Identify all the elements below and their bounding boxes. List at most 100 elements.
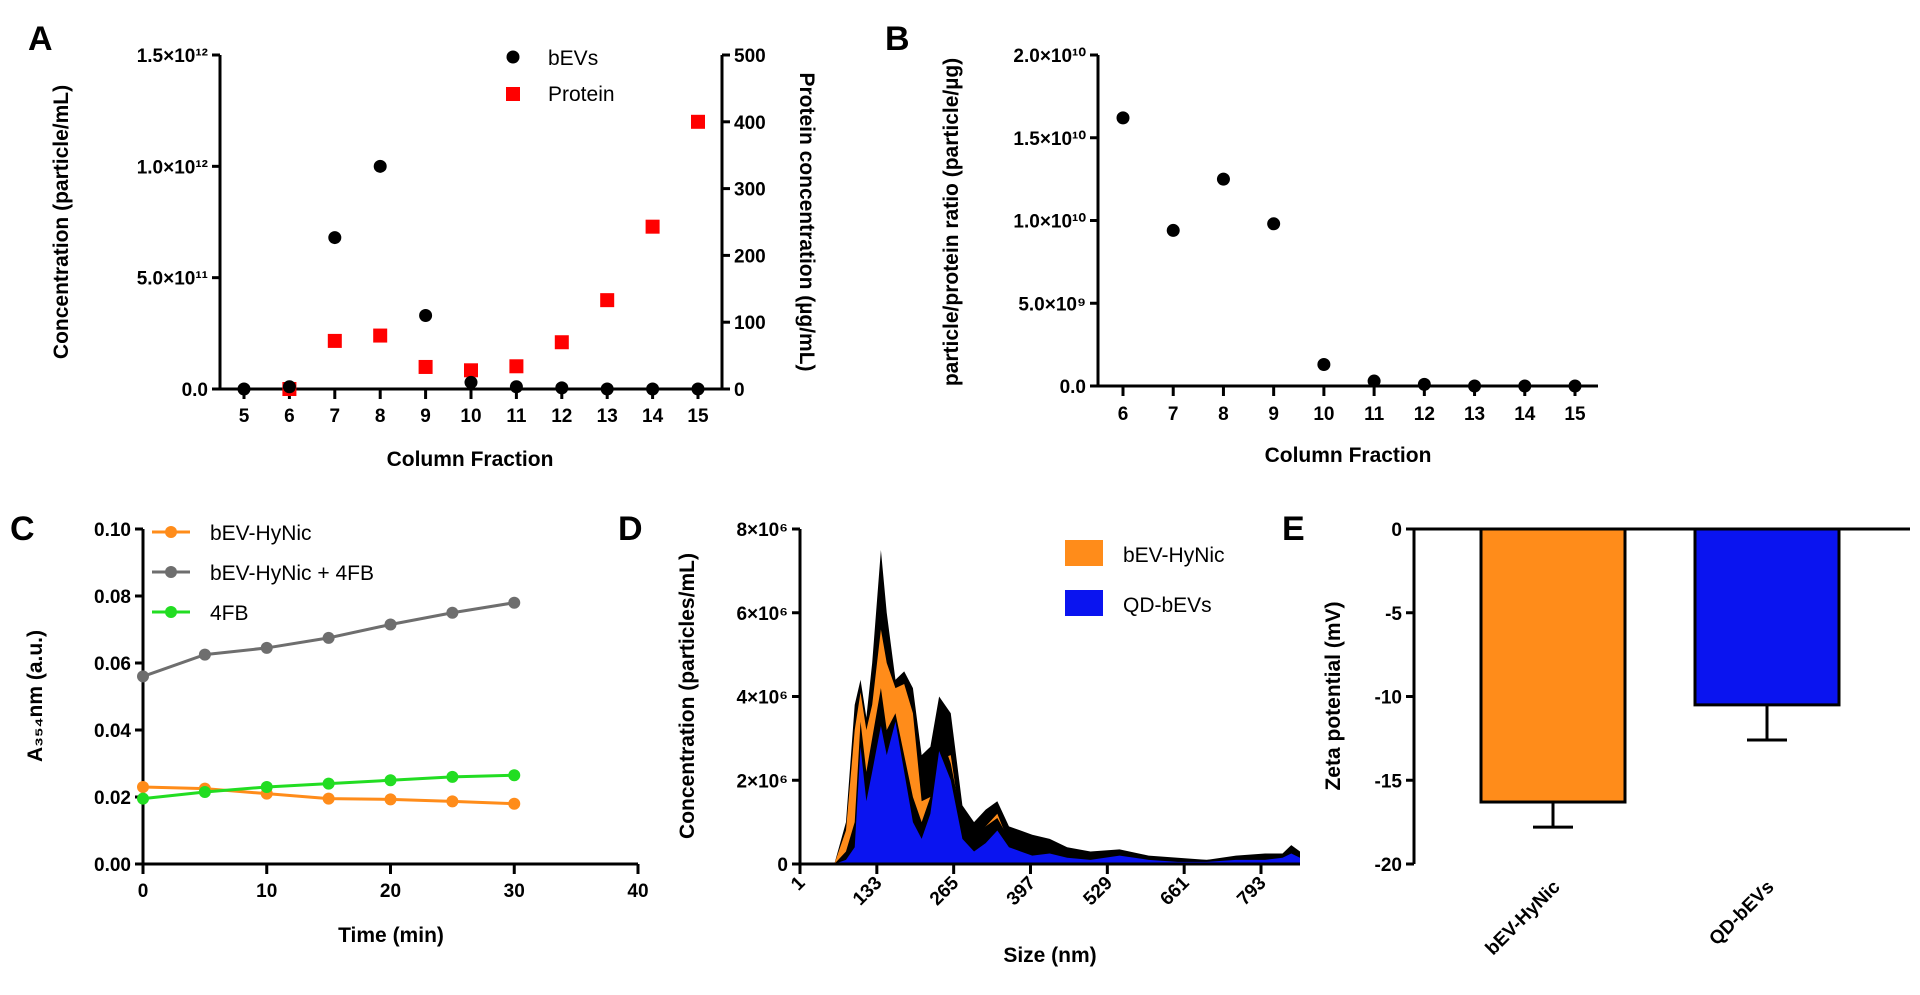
b-y-tick-label: 5.0×10⁹: [1018, 294, 1086, 315]
d-x-tick-label: 529: [1080, 873, 1117, 910]
a-x-tick-label: 6: [284, 406, 295, 427]
a2-y-tick-label: 500: [734, 46, 766, 67]
b-x-tick-label: 9: [1268, 404, 1279, 425]
a-x-tick-label: 11: [506, 406, 527, 427]
c-x-tick-label: 40: [627, 881, 648, 902]
a-x-tick-label: 9: [420, 406, 431, 427]
a-protein-point: [600, 293, 615, 308]
c-series-point: [260, 641, 273, 654]
c-series-point: [384, 774, 397, 787]
a-bevs-point: [600, 382, 614, 396]
b-ratio-point: [1518, 379, 1532, 393]
c-series-point: [322, 777, 335, 790]
a-legend-protein-label: Protein: [548, 83, 615, 106]
d-y-tick-label: 4×10⁶: [736, 688, 788, 709]
b-y-axis-label: particle/protein ratio (particle/µg): [940, 58, 963, 386]
b-x-tick-label: 7: [1168, 404, 1179, 425]
c-x-tick-label: 30: [504, 881, 525, 902]
a-protein-point: [554, 335, 569, 350]
c-series-point: [384, 793, 397, 806]
b-ratio-point: [1317, 357, 1331, 371]
c-x-tick-label: 10: [256, 881, 277, 902]
c-series-point: [198, 785, 211, 798]
a-protein-point: [464, 363, 478, 378]
b-x-axis-label: Column Fraction: [1265, 444, 1432, 467]
b-x-tick-label: 8: [1218, 404, 1229, 425]
c-y-tick-label: 0.10: [94, 520, 131, 541]
d-x-tick-label: 661: [1156, 872, 1194, 910]
d-x-tick-label: 1: [787, 872, 810, 895]
e-x-tick-label: QD-bEVs: [1705, 877, 1778, 950]
a-bevs-point: [419, 309, 433, 323]
a-x-tick-label: 14: [642, 406, 664, 427]
b-x-tick-label: 15: [1564, 404, 1586, 425]
b-y-tick-label: 2.0×10¹⁰: [1013, 46, 1086, 67]
c-legend-marker: [165, 566, 177, 578]
e-y-tick-label: 0: [1391, 520, 1402, 541]
c-series-point: [137, 792, 149, 805]
c-series-point: [508, 596, 521, 609]
panel-label-c: C: [10, 510, 35, 548]
d-x-tick-label: 397: [1003, 873, 1040, 910]
d-legend-swatch: [1065, 540, 1103, 566]
c-series-point: [260, 780, 273, 793]
b-ratio-point: [1166, 223, 1180, 237]
d-legend-label: bEV-HyNic: [1123, 544, 1225, 567]
c-y-tick-label: 0.02: [94, 788, 131, 809]
a-protein-point: [509, 359, 524, 374]
d-y-tick-label: 0: [777, 855, 788, 876]
c-y-tick-label: 0.04: [94, 721, 131, 742]
a-x-tick-label: 13: [597, 406, 618, 427]
c-series-point: [446, 770, 459, 783]
c-series-point: [384, 618, 397, 631]
e-y-tick-label: -5: [1385, 604, 1402, 625]
a2-y-tick-label: 100: [734, 313, 766, 334]
e-y-tick-label: -15: [1375, 771, 1403, 792]
a2-y-tick-label: 300: [734, 180, 766, 201]
b-y-tick-label: 1.5×10¹⁰: [1013, 129, 1086, 150]
d-y-tick-label: 2×10⁶: [736, 771, 788, 792]
panel-label-a: A: [28, 20, 53, 58]
c-x-tick-label: 20: [380, 881, 401, 902]
c-series-point: [322, 792, 335, 805]
a-y-tick-label: 0.0: [182, 380, 208, 401]
c-series-point: [446, 606, 459, 619]
e-y-axis-label: Zeta potential (mV): [1322, 601, 1345, 790]
d-x-axis-label: Size (nm): [1003, 944, 1096, 967]
a-bevs-point: [328, 231, 342, 245]
a-protein-point: [691, 114, 705, 129]
b-x-tick-label: 6: [1118, 404, 1129, 425]
c-legend-label: 4FB: [210, 602, 249, 625]
a-legend-bevs-label: bEVs: [548, 47, 598, 70]
a-x-tick-label: 5: [239, 406, 250, 427]
c-series-point: [198, 648, 211, 661]
a2-y-tick-label: 0: [734, 380, 745, 401]
a-bevs-point: [509, 380, 523, 394]
d-y-tick-label: 8×10⁶: [736, 520, 788, 541]
a-y-tick-label: 5.0×10¹¹: [137, 269, 208, 290]
a-x-tick-label: 15: [687, 406, 709, 427]
a-x-tick-label: 12: [551, 406, 572, 427]
a-bevs-point: [237, 382, 251, 396]
panel-label-d: D: [618, 510, 643, 548]
b-ratio-point: [1367, 374, 1381, 388]
a-x-tick-label: 10: [460, 406, 481, 427]
c-series-point: [446, 795, 459, 808]
a-x-tick-label: 7: [330, 406, 341, 427]
c-series-point: [137, 670, 149, 683]
c-x-axis-label: Time (min): [338, 924, 444, 947]
b-x-tick-label: 12: [1414, 404, 1435, 425]
b-ratio-point: [1216, 172, 1230, 186]
b-ratio-point: [1417, 377, 1431, 391]
b-ratio-point: [1568, 379, 1582, 393]
d-legend-label: QD-bEVs: [1123, 594, 1212, 617]
a-x-axis-label: Column Fraction: [387, 448, 554, 471]
b-ratio-point: [1116, 111, 1130, 125]
a-legend-bevs-marker: [506, 50, 520, 64]
b-x-tick-label: 14: [1514, 404, 1536, 425]
b-ratio-point: [1267, 217, 1281, 231]
c-series-point: [508, 769, 521, 782]
a-legend-protein-marker: [506, 87, 520, 101]
a-bevs-point: [373, 159, 387, 173]
a2-y-tick-label: 200: [734, 246, 766, 267]
